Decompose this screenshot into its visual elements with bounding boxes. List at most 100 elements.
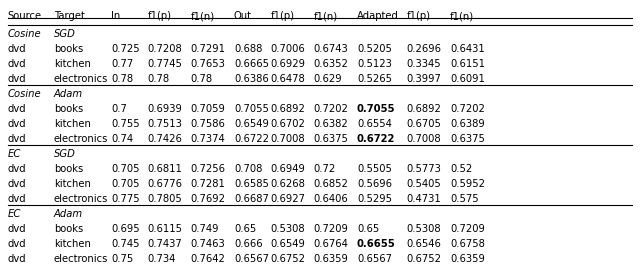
- Text: kitchen: kitchen: [54, 119, 90, 129]
- Text: 0.6758: 0.6758: [450, 239, 485, 249]
- Text: 0.7463: 0.7463: [191, 239, 225, 249]
- Text: Cosine: Cosine: [8, 89, 42, 99]
- Text: 0.7059: 0.7059: [191, 104, 225, 114]
- Text: 0.7805: 0.7805: [147, 194, 182, 204]
- Text: 0.5123: 0.5123: [357, 59, 392, 69]
- Text: electronics: electronics: [54, 74, 108, 84]
- Text: 0.6585: 0.6585: [234, 179, 269, 189]
- Text: 0.6655: 0.6655: [357, 239, 396, 249]
- Text: 0.7008: 0.7008: [406, 134, 442, 144]
- Text: 0.6811: 0.6811: [147, 164, 182, 174]
- Text: 0.5405: 0.5405: [406, 179, 442, 189]
- Text: 0.629: 0.629: [314, 74, 342, 84]
- Text: In: In: [111, 11, 120, 21]
- Text: 0.7426: 0.7426: [147, 134, 182, 144]
- Text: dvd: dvd: [8, 239, 26, 249]
- Text: dvd: dvd: [8, 119, 26, 129]
- Text: 0.5308: 0.5308: [270, 224, 305, 234]
- Text: 0.6752: 0.6752: [270, 254, 305, 264]
- Text: f1(n): f1(n): [450, 11, 474, 21]
- Text: 0.6151: 0.6151: [450, 59, 485, 69]
- Text: 0.6375: 0.6375: [314, 134, 349, 144]
- Text: kitchen: kitchen: [54, 239, 90, 249]
- Text: 0.7692: 0.7692: [191, 194, 226, 204]
- Text: 0.7642: 0.7642: [191, 254, 225, 264]
- Text: 0.7209: 0.7209: [450, 224, 485, 234]
- Text: 0.2696: 0.2696: [406, 44, 442, 54]
- Text: electronics: electronics: [54, 194, 108, 204]
- Text: 0.775: 0.775: [111, 194, 140, 204]
- Text: 0.705: 0.705: [111, 179, 140, 189]
- Text: 0.6702: 0.6702: [270, 119, 305, 129]
- Text: books: books: [54, 44, 83, 54]
- Text: Cosine: Cosine: [8, 29, 42, 39]
- Text: 0.65: 0.65: [234, 224, 256, 234]
- Text: 0.6687: 0.6687: [234, 194, 269, 204]
- Text: 0.6546: 0.6546: [406, 239, 442, 249]
- Text: 0.705: 0.705: [111, 164, 140, 174]
- Text: 0.7055: 0.7055: [234, 104, 269, 114]
- Text: 0.6705: 0.6705: [406, 119, 442, 129]
- Text: kitchen: kitchen: [54, 179, 90, 189]
- Text: 0.6478: 0.6478: [270, 74, 305, 84]
- Text: 0.5505: 0.5505: [357, 164, 392, 174]
- Text: 0.6389: 0.6389: [450, 119, 484, 129]
- Text: EC: EC: [8, 149, 21, 159]
- Text: SGD: SGD: [54, 29, 76, 39]
- Text: 0.7291: 0.7291: [191, 44, 226, 54]
- Text: f1(p): f1(p): [147, 11, 172, 21]
- Text: dvd: dvd: [8, 164, 26, 174]
- Text: 0.7202: 0.7202: [314, 104, 349, 114]
- Text: 0.749: 0.749: [191, 224, 219, 234]
- Text: 0.6764: 0.6764: [314, 239, 349, 249]
- Text: EC: EC: [8, 209, 21, 219]
- Text: 0.6554: 0.6554: [357, 119, 392, 129]
- Text: 0.7586: 0.7586: [191, 119, 225, 129]
- Text: 0.7513: 0.7513: [147, 119, 182, 129]
- Text: Adapted: Adapted: [357, 11, 399, 21]
- Text: 0.6567: 0.6567: [357, 254, 392, 264]
- Text: dvd: dvd: [8, 194, 26, 204]
- Text: 0.6927: 0.6927: [270, 194, 305, 204]
- Text: books: books: [54, 104, 83, 114]
- Text: 0.7: 0.7: [111, 104, 127, 114]
- Text: 0.7281: 0.7281: [191, 179, 225, 189]
- Text: 0.725: 0.725: [111, 44, 140, 54]
- Text: 0.688: 0.688: [234, 44, 262, 54]
- Text: 0.6386: 0.6386: [234, 74, 269, 84]
- Text: 0.6359: 0.6359: [314, 254, 349, 264]
- Text: dvd: dvd: [8, 74, 26, 84]
- Text: 0.5696: 0.5696: [357, 179, 392, 189]
- Text: 0.5773: 0.5773: [406, 164, 442, 174]
- Text: dvd: dvd: [8, 179, 26, 189]
- Text: 0.6549: 0.6549: [234, 119, 269, 129]
- Text: f1(n): f1(n): [314, 11, 338, 21]
- Text: 0.7374: 0.7374: [191, 134, 225, 144]
- Text: dvd: dvd: [8, 44, 26, 54]
- Text: 0.7008: 0.7008: [270, 134, 305, 144]
- Text: 0.75: 0.75: [111, 254, 133, 264]
- Text: 0.72: 0.72: [314, 164, 336, 174]
- Text: 0.575: 0.575: [450, 194, 479, 204]
- Text: 0.6752: 0.6752: [406, 254, 442, 264]
- Text: Source: Source: [8, 11, 42, 21]
- Text: 0.6382: 0.6382: [314, 119, 348, 129]
- Text: 0.6359: 0.6359: [450, 254, 485, 264]
- Text: 0.6431: 0.6431: [450, 44, 484, 54]
- Text: 0.5308: 0.5308: [406, 224, 442, 234]
- Text: 0.6949: 0.6949: [270, 164, 305, 174]
- Text: 0.5265: 0.5265: [357, 74, 392, 84]
- Text: 0.65: 0.65: [357, 224, 380, 234]
- Text: 0.7202: 0.7202: [450, 104, 485, 114]
- Text: 0.52: 0.52: [450, 164, 472, 174]
- Text: Out: Out: [234, 11, 252, 21]
- Text: 0.734: 0.734: [147, 254, 176, 264]
- Text: 0.7653: 0.7653: [191, 59, 225, 69]
- Text: 0.6375: 0.6375: [450, 134, 485, 144]
- Text: 0.7006: 0.7006: [270, 44, 305, 54]
- Text: 0.6091: 0.6091: [450, 74, 485, 84]
- Text: 0.755: 0.755: [111, 119, 140, 129]
- Text: f1(p): f1(p): [270, 11, 294, 21]
- Text: 0.4731: 0.4731: [406, 194, 442, 204]
- Text: dvd: dvd: [8, 254, 26, 264]
